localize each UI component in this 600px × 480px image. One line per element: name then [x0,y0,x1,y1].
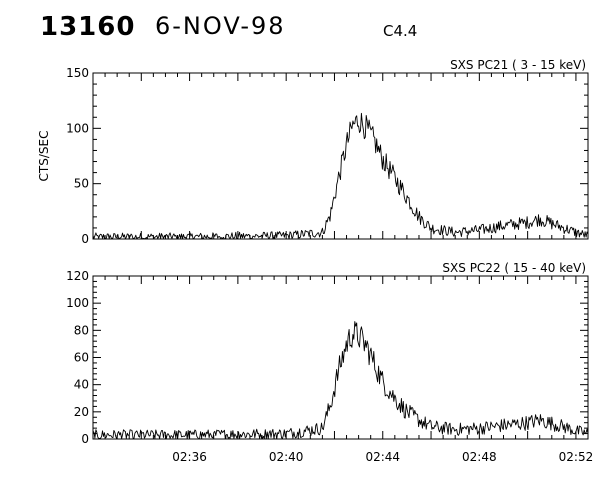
y-axis-label-1: CTS/SEC [37,131,51,182]
series-line-1-1 [92,112,589,240]
x-tick-label-2-0: 02:36 [172,450,207,464]
y-tick-label-1-1: 50 [74,177,89,191]
y-tick-label-2-5: 100 [66,296,89,310]
panel-title-1: SXS PC21 ( 3 - 15 keV) [450,58,586,72]
x-tick-label-2-3: 02:48 [462,450,497,464]
plot-frame-1 [92,72,589,240]
series-line-2-1 [92,321,589,440]
x-tick-label-2-4: 02:52 [559,450,594,464]
y-tick-label-2-3: 60 [74,351,89,365]
y-tick-label-2-2: 40 [74,378,89,392]
event-date: 6-NOV-98 [155,12,286,40]
plot-frame-2 [92,275,589,440]
y-tick-label-1-2: 100 [66,121,89,135]
y-tick-label-2-6: 120 [66,269,89,283]
x-tick-label-2-1: 02:40 [269,450,304,464]
x-tick-label-2-2: 02:44 [365,450,400,464]
event-id: 13160 [40,12,136,42]
goes-class: C4.4 [383,22,418,40]
y-tick-label-2-4: 80 [74,323,89,337]
y-tick-label-2-0: 0 [81,432,89,446]
y-tick-label-1-0: 0 [81,232,89,246]
y-tick-label-2-1: 20 [74,405,89,419]
y-tick-label-1-3: 150 [66,66,89,80]
panel-title-2: SXS PC22 ( 15 - 40 keV) [442,261,586,275]
